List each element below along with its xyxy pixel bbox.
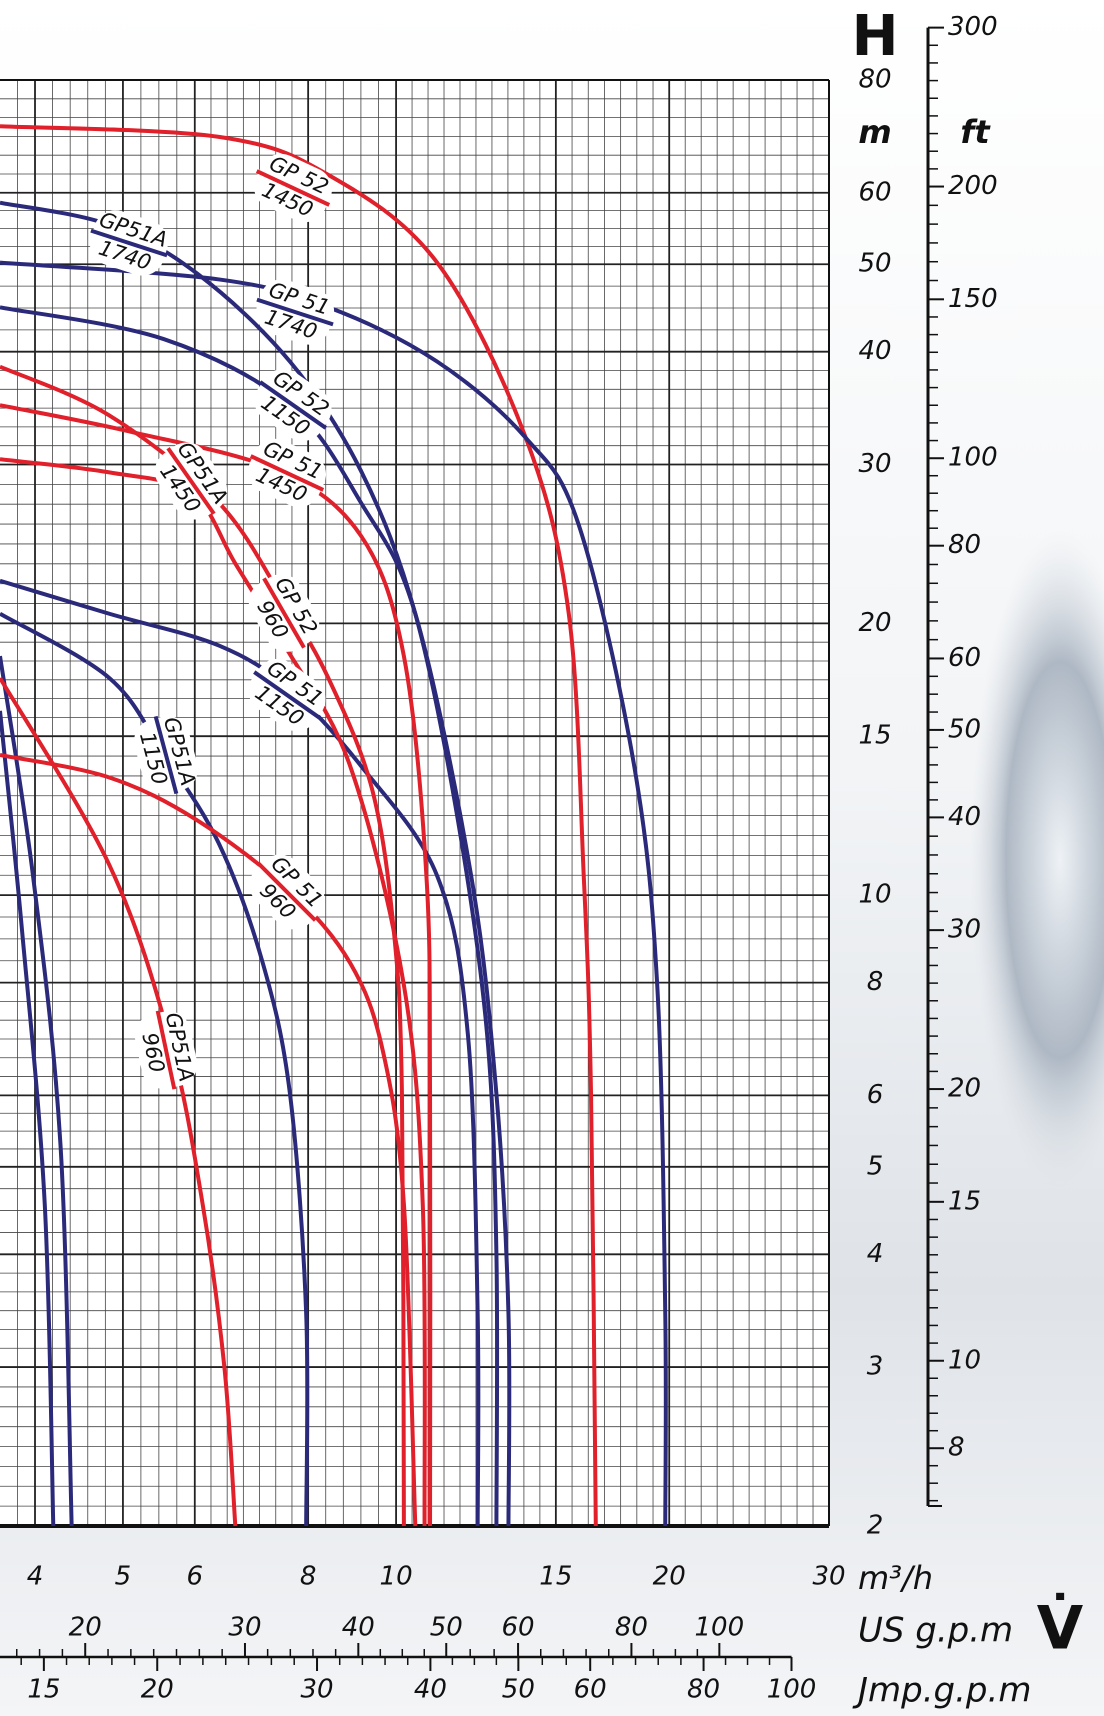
y2-tick-label: 100 <box>948 443 998 473</box>
x-tick-label: 5 <box>115 1562 132 1592</box>
y-tick-label: 2 <box>867 1511 884 1541</box>
x3-tick-label: 50 <box>502 1675 535 1705</box>
curve-label-rule <box>255 169 331 207</box>
x-tick-label: 15 <box>539 1562 572 1592</box>
y-tick-label: 3 <box>867 1352 884 1382</box>
flow-symbol: V̇ <box>1037 1592 1084 1664</box>
curve-label-rule <box>257 862 317 922</box>
y-axis-label: m <box>858 113 891 151</box>
pump-curve <box>0 124 598 1527</box>
y2-tick-label: 8 <box>948 1433 965 1463</box>
y2-tick-label: 200 <box>948 171 998 201</box>
y2-tick-label: 150 <box>948 284 998 314</box>
y-tick-label: 80 <box>858 65 891 95</box>
chart-title: H <box>852 4 899 69</box>
plot-area <box>0 80 829 1526</box>
x2-tick-label: 30 <box>228 1613 261 1643</box>
y2-tick-label: 10 <box>948 1345 981 1375</box>
x-tick-label: 20 <box>653 1562 686 1592</box>
x3-tick-label: 60 <box>574 1675 607 1705</box>
pump-curve <box>0 612 310 1527</box>
y-tick-label: 50 <box>858 249 891 279</box>
y-tick-label: 15 <box>858 721 891 751</box>
axes: H m ft m³/h US g.p.m Jmp.g.p.m V̇ 4 5 6 8 10… <box>0 4 1084 1711</box>
x-tick-label: 8 <box>300 1562 317 1592</box>
x2-tick-label: 60 <box>502 1613 535 1643</box>
x2-tick-label: 100 <box>695 1613 745 1643</box>
y-tick-label: 6 <box>867 1080 884 1110</box>
y2-tick-label: 50 <box>948 714 981 744</box>
pump-curve <box>0 752 418 1527</box>
pump-curve <box>0 364 406 1527</box>
y-tick-label: 60 <box>858 177 891 207</box>
x2-tick-label: 80 <box>615 1613 648 1643</box>
y-tick-label: 5 <box>867 1151 884 1181</box>
x2-tick-label: 20 <box>69 1613 102 1643</box>
x-tick-label: 10 <box>380 1562 413 1592</box>
x2-axis-label: US g.p.m <box>858 1611 1013 1651</box>
curve-label-rule <box>90 228 168 258</box>
pump-curve <box>0 305 512 1527</box>
x3-tick-label: 40 <box>414 1675 447 1705</box>
y2-tick-label: 20 <box>948 1074 981 1104</box>
y2-tick-label: 300 <box>948 12 998 42</box>
ice-photo <box>970 530 1104 1190</box>
y2-tick-label: 30 <box>948 915 981 945</box>
y2-tick-label: 15 <box>948 1186 981 1216</box>
pump-curve <box>0 655 74 1527</box>
x3-tick-label: 80 <box>687 1675 720 1705</box>
x3-tick-label: 100 <box>767 1675 817 1705</box>
y-tick-label: 8 <box>867 967 884 997</box>
curve-label-rule <box>155 1010 177 1090</box>
y-tick-label: 20 <box>858 608 891 638</box>
y-tick-label: 10 <box>858 880 891 910</box>
x3-tick-label: 15 <box>27 1675 60 1705</box>
y2-tick-label: 60 <box>948 643 981 673</box>
x3-tick-label: 30 <box>300 1675 333 1705</box>
pump-curve <box>0 676 238 1527</box>
curve-label-rule <box>256 297 334 327</box>
x-axis-label: m³/h <box>858 1559 933 1597</box>
y2-tick-label: 80 <box>948 530 981 560</box>
curve-label-rule <box>259 380 327 430</box>
x3-tick-label: 20 <box>141 1675 174 1705</box>
x-tick-label: 6 <box>187 1562 204 1592</box>
y2-axis-label: ft <box>960 113 991 151</box>
y2-tick-label: 40 <box>948 802 981 832</box>
pump-curve <box>0 403 433 1527</box>
curve-label-rule <box>153 715 179 795</box>
x-tick-label: 4 <box>27 1562 44 1592</box>
x2-tick-label: 40 <box>342 1613 375 1643</box>
y-tick-label: 30 <box>858 449 891 479</box>
x2-tick-label: 50 <box>430 1613 463 1643</box>
x3-axis-label: Jmp.g.p.m <box>852 1671 1031 1711</box>
y-tick-label: 40 <box>858 336 891 366</box>
pump-curve <box>0 578 481 1527</box>
curve-label-rule <box>262 577 306 649</box>
curve-label-rule <box>253 670 321 720</box>
curve-label-rule <box>166 447 216 515</box>
curve-label-rule <box>249 454 325 492</box>
y-tick-label: 4 <box>867 1239 884 1269</box>
pump-curve <box>0 710 56 1527</box>
x-tick-label: 30 <box>812 1562 845 1592</box>
